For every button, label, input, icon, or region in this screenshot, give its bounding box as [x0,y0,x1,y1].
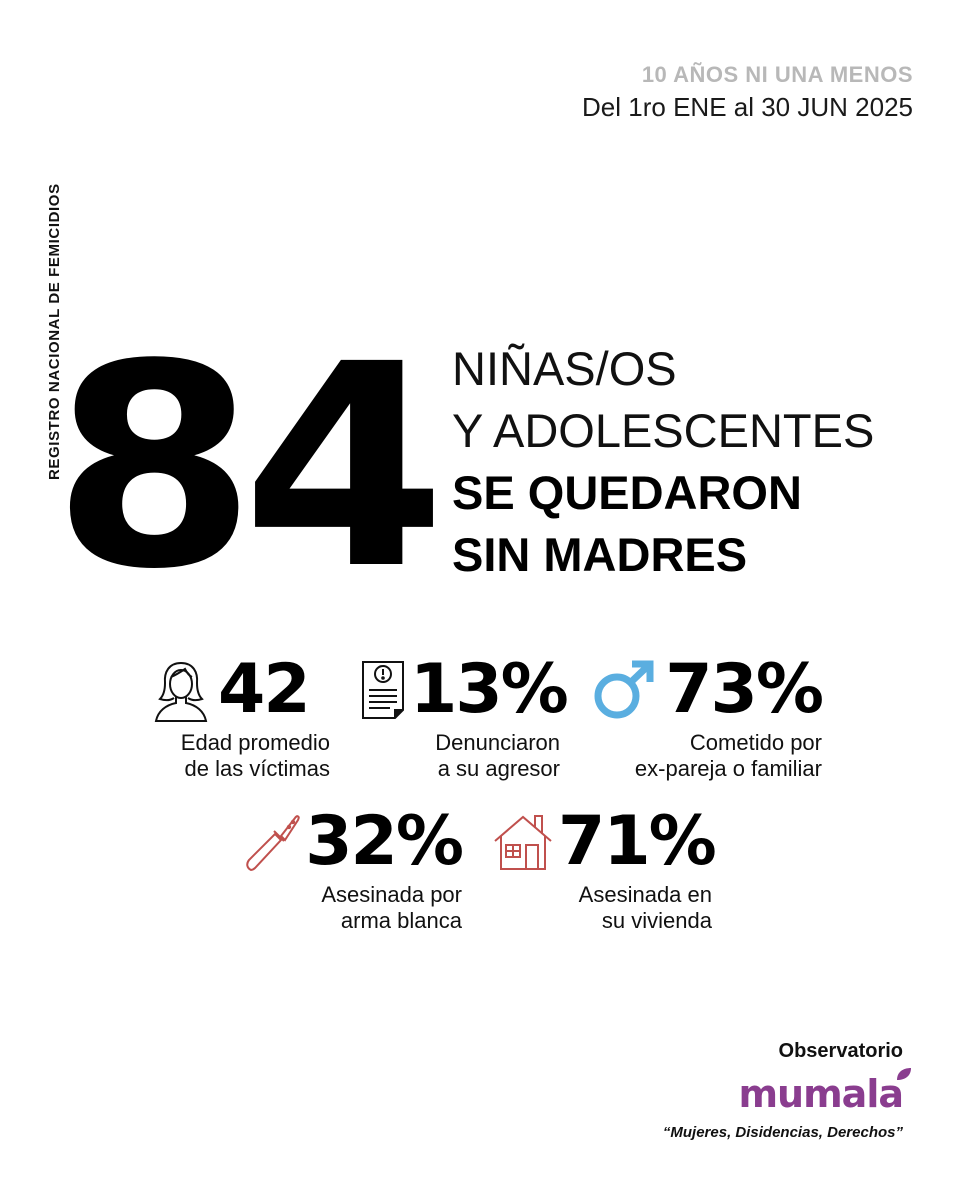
stat-perpetrator: 73% Cometido por ex-pareja o familiar [590,650,824,782]
headline-line-3: SE QUEDARON [452,466,802,519]
caption-line: Cometido por [689,730,822,755]
stat-caption: Asesinada por arma blanca [240,882,462,934]
caption-line: de las víctimas [184,756,331,781]
dates-range: 1ro ENE al 30 JUN 2025 [628,92,913,122]
document-alert-icon [360,660,406,720]
caption-line: Denunciaron [435,730,560,755]
observatorio-label: Observatorio [778,1040,903,1062]
house-icon [492,811,554,873]
stat-caption: Edad promedio de las víctimas [150,730,330,782]
stat-value: 13% [410,650,569,729]
stat-weapon: 32% Asesinada por arma blanca [240,802,464,934]
headline-line-4: SIN MADRES [452,528,748,581]
caption-line: su vivienda [601,908,712,933]
header-title: 10 AÑOS NI UNA MENOS [641,62,913,87]
stat-reported: 13% Denunciaron a su agresor [360,650,569,782]
footer: Observatorio mumala “Mujeres, Disidencia… [662,1038,911,1144]
woman-icon [150,657,212,723]
stat-home: 71% Asesinada en su vivienda [492,802,717,934]
stat-value: 42 [218,650,311,729]
main-number: 84 [52,305,446,631]
headline-line-1: NIÑAS/OS [452,342,677,395]
caption-line: Edad promedio [180,730,330,755]
stat-caption: Asesinada en su vivienda [492,882,712,934]
headline-line-2: Y ADOLESCENTES [452,404,875,457]
brand-logo: mumala [663,1068,911,1120]
headline: NIÑAS/OS Y ADOLESCENTES SE QUEDARON SIN … [452,338,874,586]
stat-value: 32% [305,802,464,881]
caption-line: arma blanca [340,908,462,933]
knife-icon [240,810,301,874]
dates-prefix: Del [582,92,629,122]
brand-tagline: “Mujeres, Disidencias, Derechos” [662,1124,903,1141]
stat-caption: Cometido por ex-pareja o familiar [590,730,822,782]
header-dates: Del 1ro ENE al 30 JUN 2025 [582,90,913,124]
male-symbol-icon [590,659,659,721]
caption-line: Asesinada por [321,882,462,907]
header: 10 AÑOS NI UNA MENOS Del 1ro ENE al 30 J… [582,60,913,124]
stat-caption: Denunciaron a su agresor [360,730,560,782]
leaf-icon [895,1066,913,1087]
caption-line: Asesinada en [578,882,712,907]
caption-line: a su agresor [437,756,560,781]
stat-value: 71% [558,802,717,881]
stat-value: 73% [665,650,824,729]
stat-average-age: 42 Edad promedio de las víctimas [150,650,330,782]
brand-name: mumala [738,1072,904,1116]
caption-line: ex-pareja o familiar [634,756,822,781]
